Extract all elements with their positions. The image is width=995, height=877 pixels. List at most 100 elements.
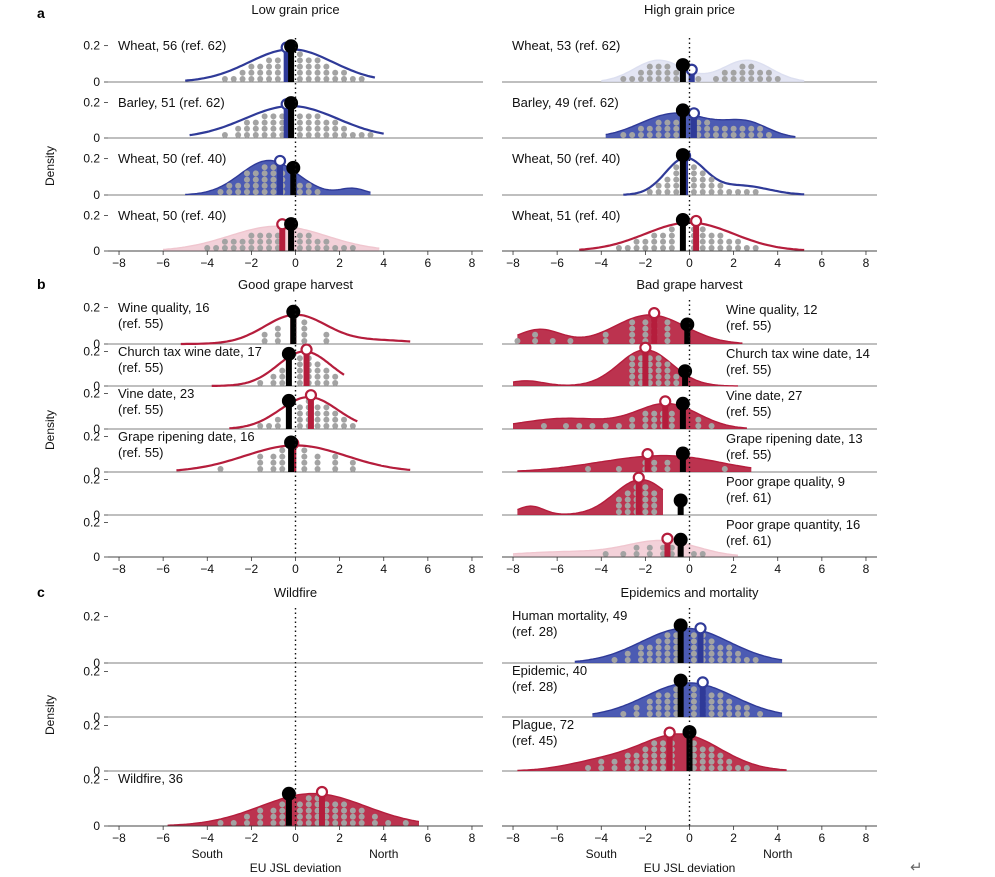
data-dot — [642, 410, 649, 417]
y-tick-label: 0 — [93, 710, 100, 724]
data-dot — [660, 245, 667, 251]
data-dot — [341, 132, 348, 138]
data-dot — [660, 740, 667, 747]
data-dot — [629, 319, 636, 326]
data-dot — [296, 182, 303, 189]
data-dot — [314, 410, 321, 417]
x-tick-label: 4 — [380, 562, 387, 576]
data-dot — [332, 416, 339, 423]
data-dot — [752, 189, 759, 195]
data-dot — [699, 189, 706, 195]
data-dot — [708, 765, 715, 771]
data-dot — [349, 76, 356, 82]
density-row: Church tax wine date, 14(ref. 55) — [502, 341, 877, 387]
data-dot — [699, 746, 706, 753]
y-tick-label: 0.2 — [83, 344, 100, 358]
series-label: Wine quality, 16 — [118, 300, 210, 315]
data-dot — [204, 245, 211, 251]
data-dot — [664, 189, 671, 195]
jsl-bar — [290, 311, 297, 344]
data-dot — [301, 331, 308, 338]
data-dot — [695, 423, 702, 429]
jsl-marker — [675, 148, 690, 163]
data-dot — [257, 466, 264, 472]
data-dot — [332, 373, 339, 380]
jsl-marker — [675, 212, 690, 227]
x-tick-label: 8 — [469, 256, 476, 270]
data-dot — [642, 423, 649, 429]
data-dot — [642, 765, 649, 771]
data-dot — [341, 801, 348, 808]
data-dot — [664, 459, 671, 466]
data-dot — [646, 189, 653, 195]
jsl-bar — [285, 353, 292, 386]
data-dot — [664, 466, 671, 472]
data-dot — [721, 125, 728, 132]
data-dot — [305, 125, 312, 132]
data-dot — [620, 551, 627, 557]
x-tick-label: −8 — [112, 562, 126, 576]
data-dot — [735, 238, 742, 245]
data-dot — [704, 125, 711, 132]
mean-bar — [303, 349, 310, 386]
jsl-bar — [679, 219, 686, 251]
mean-marker — [696, 676, 709, 689]
data-dot — [699, 551, 706, 557]
series-label-ref: (ref. 61) — [726, 533, 772, 548]
data-dot — [757, 125, 764, 132]
density-row: 00.2 — [83, 610, 483, 670]
series-label: Wine quality, 12 — [726, 302, 818, 317]
y-tick-label: 0 — [93, 508, 100, 522]
data-dot — [717, 758, 724, 765]
data-dot — [651, 746, 658, 753]
y-axis-label: Density — [43, 695, 57, 735]
x-tick-label: 6 — [425, 831, 432, 845]
series-label-ref: (ref. 55) — [726, 447, 772, 462]
data-dot — [664, 632, 671, 639]
data-dot — [305, 238, 312, 245]
jsl-marker — [678, 364, 693, 379]
data-dot — [646, 69, 653, 76]
x-tick-label: −6 — [550, 831, 564, 845]
data-dot — [642, 746, 649, 753]
data-dot — [633, 704, 640, 711]
data-dot — [296, 63, 303, 70]
density-row: 0 0.2 Wildfire, 36 — [83, 771, 483, 833]
data-dot — [757, 76, 764, 82]
jsl-bar — [679, 65, 686, 82]
data-dot — [726, 704, 733, 711]
x-tick-label: 2 — [336, 256, 343, 270]
data-dot — [314, 459, 321, 466]
data-dot — [690, 657, 697, 663]
data-dot — [358, 132, 365, 138]
jsl-marker — [673, 673, 688, 688]
data-dot — [708, 176, 715, 183]
data-dot — [752, 657, 759, 663]
data-dot — [323, 69, 330, 76]
y-tick-label: 0 — [93, 550, 100, 564]
data-dot — [717, 189, 724, 195]
data-dot — [314, 189, 321, 195]
north-label: North — [369, 847, 398, 861]
data-dot — [664, 698, 671, 705]
jsl-marker — [281, 786, 296, 801]
series-label-ref: (ref. 28) — [512, 624, 558, 639]
series-label: Poor grape quantity, 16 — [726, 517, 860, 532]
data-dot — [279, 807, 286, 814]
x-tick-label: −6 — [156, 562, 170, 576]
density-curve — [512, 402, 747, 429]
data-dot — [637, 76, 644, 82]
data-dot — [668, 410, 675, 417]
x-tick-label: 8 — [469, 562, 476, 576]
data-dot — [314, 423, 321, 429]
data-dot — [323, 76, 330, 82]
data-dot — [646, 551, 653, 557]
data-dot — [257, 232, 264, 239]
x-tick-label: 4 — [380, 831, 387, 845]
y-tick-label: 0 — [93, 819, 100, 833]
data-dot — [261, 132, 268, 138]
data-dot — [726, 657, 733, 663]
data-dot — [642, 416, 649, 423]
data-dot — [226, 189, 233, 195]
x-tick-label: −8 — [112, 831, 126, 845]
